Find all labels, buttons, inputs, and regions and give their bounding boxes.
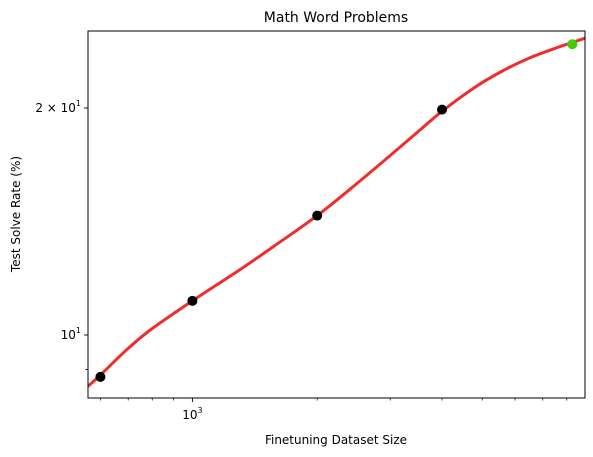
axis-ticks: 103 101 2 × 101: [35, 99, 568, 422]
x-axis-label: Finetuning Dataset Size: [265, 433, 407, 447]
observed-point: [187, 295, 198, 306]
y-axis-label: Test Solve Rate (%): [9, 156, 23, 273]
plot-frame: [87, 30, 586, 399]
y-tick-label: 101: [61, 326, 81, 342]
highlight-point: [567, 39, 578, 50]
observed-point: [437, 104, 448, 115]
fit-curve-line: [88, 36, 585, 388]
observed-point: [95, 371, 106, 382]
observed-point: [312, 210, 323, 221]
plot-area: [88, 36, 585, 388]
x-tick-label: 103: [182, 406, 202, 422]
chart-title: Math Word Problems: [264, 10, 408, 26]
y-tick-label: 2 × 101: [35, 99, 81, 115]
